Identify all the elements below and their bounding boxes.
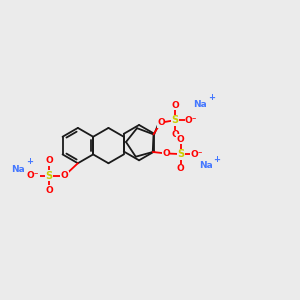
Text: Na: Na [193,100,207,109]
Text: O: O [45,156,53,165]
Text: +: + [26,157,33,166]
Text: +: + [208,93,215,102]
Text: O: O [45,186,53,195]
Text: O: O [162,149,170,158]
Text: O: O [171,130,179,140]
Text: O⁻: O⁻ [27,171,39,180]
Text: S: S [46,171,53,181]
Text: O⁻: O⁻ [185,116,197,125]
Text: O: O [157,118,165,127]
Text: O: O [177,164,184,173]
Text: S: S [177,149,184,159]
Text: Na: Na [199,161,213,170]
Text: Na: Na [11,165,25,174]
Text: +: + [213,155,220,164]
Text: O: O [61,171,68,180]
Text: O: O [177,135,184,144]
Text: S: S [172,115,178,125]
Text: O: O [171,101,179,110]
Text: O⁻: O⁻ [191,150,203,159]
